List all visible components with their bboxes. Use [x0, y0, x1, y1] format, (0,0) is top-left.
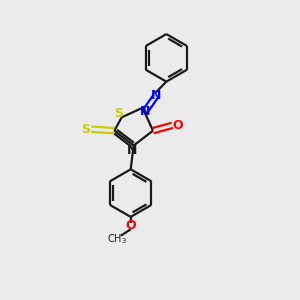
Text: O: O [172, 119, 183, 132]
Text: N: N [127, 144, 137, 157]
Text: CH$_3$: CH$_3$ [107, 232, 127, 246]
Text: N: N [151, 89, 161, 102]
Text: N: N [140, 106, 150, 118]
Text: S: S [82, 123, 91, 136]
Text: O: O [125, 219, 136, 232]
Text: S: S [114, 107, 123, 120]
